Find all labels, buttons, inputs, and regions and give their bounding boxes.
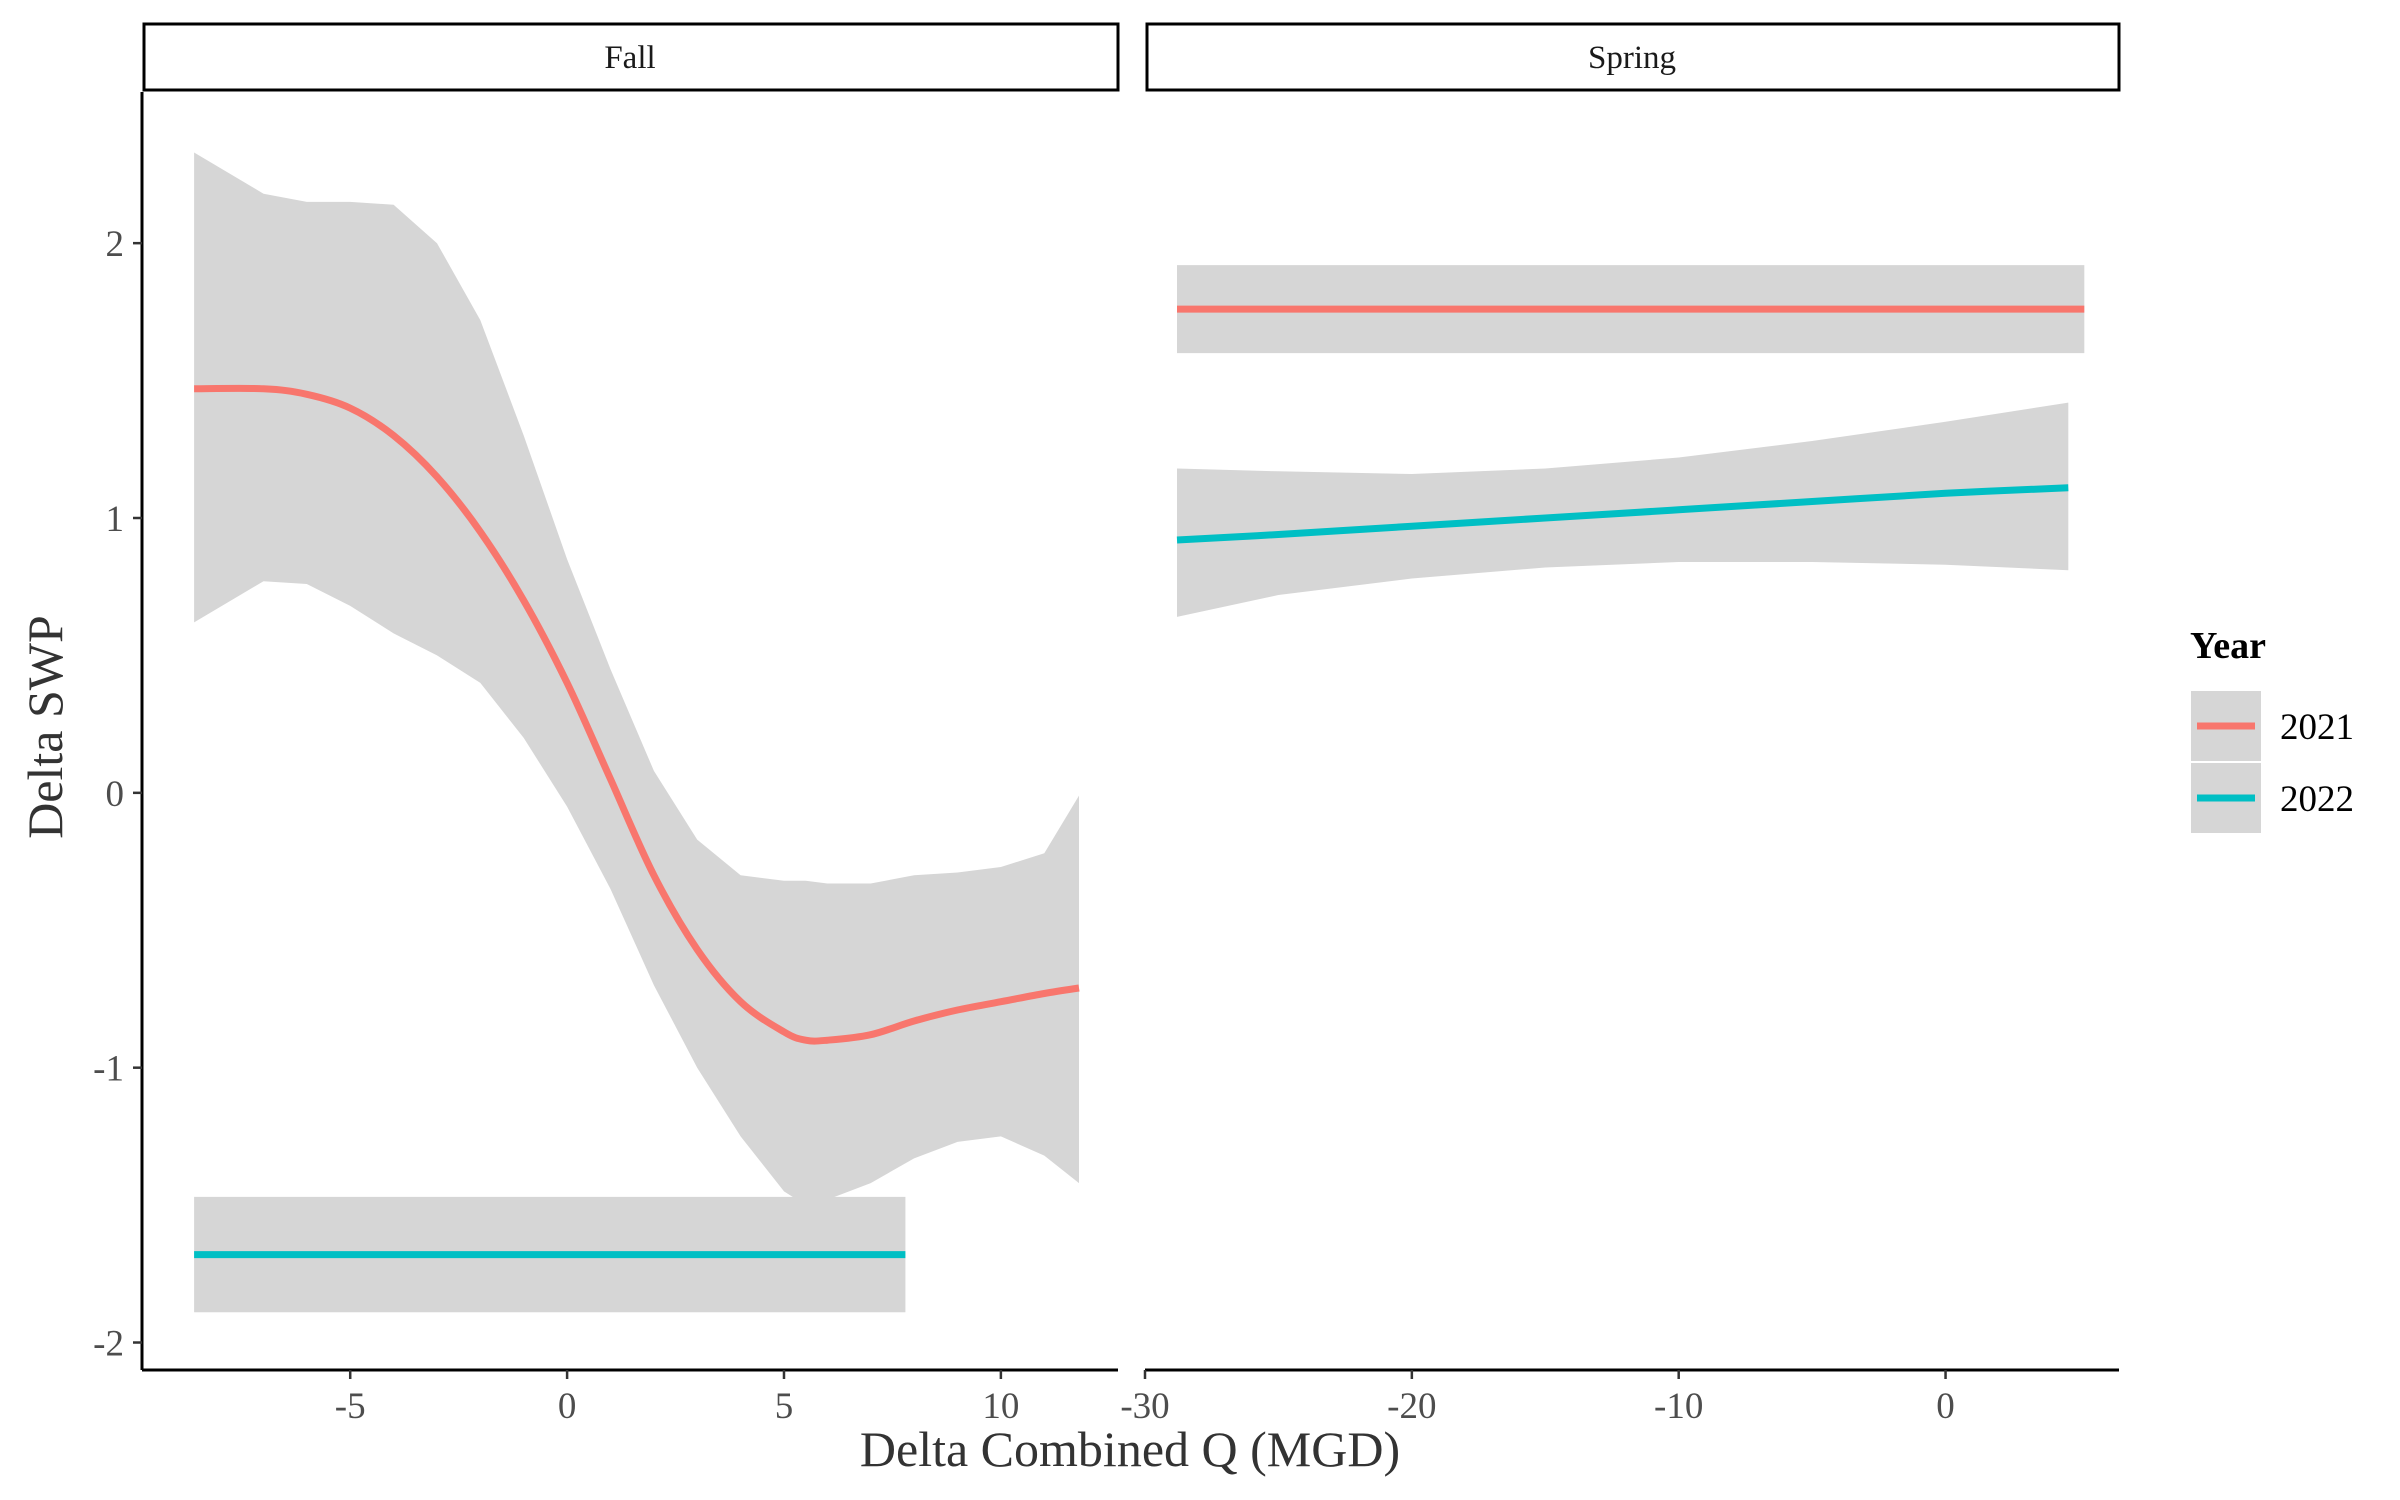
x-tick-label-fall: 0 bbox=[558, 1386, 577, 1427]
strip-label-fall: Fall bbox=[604, 40, 655, 76]
strip-fall bbox=[142, 22, 1120, 92]
strip-spring bbox=[1145, 22, 2121, 92]
strip-label-spring: Spring bbox=[1588, 40, 1676, 76]
y-tick-label: -2 bbox=[93, 1324, 124, 1365]
y-tick-label: -1 bbox=[93, 1049, 124, 1090]
panel-fall: Fall -2 -1 0 1 2 -5 0 5 10 bbox=[93, 22, 1120, 1427]
x-tick-label-spring: -10 bbox=[1654, 1386, 1703, 1427]
y-axis-title: Delta SWP bbox=[17, 615, 73, 839]
legend: Year 2021 2022 bbox=[2189, 625, 2354, 835]
legend-label-2022: 2022 bbox=[2280, 779, 2354, 820]
series-line-fall-2021 bbox=[194, 384, 1080, 1045]
legend-label-2021: 2021 bbox=[2280, 707, 2354, 748]
x-tick-label-spring: 0 bbox=[1936, 1386, 1955, 1427]
confidence-band-fall-2021 bbox=[194, 152, 1080, 1206]
y-tick-label: 2 bbox=[106, 224, 125, 265]
y-tick-label: 1 bbox=[106, 499, 125, 540]
legend-title: Year bbox=[2190, 625, 2266, 667]
panel-spring: Spring -30 -20 -10 0 bbox=[1120, 22, 2121, 1427]
x-axis-title: Delta Combined Q (MGD) bbox=[860, 1421, 1400, 1477]
x-tick-label-spring: -20 bbox=[1387, 1386, 1436, 1427]
x-tick-label-fall: 5 bbox=[775, 1386, 794, 1427]
series-line-spring-2022 bbox=[1176, 484, 2069, 544]
y-tick-label: 0 bbox=[106, 774, 125, 815]
x-tick-label-spring: -30 bbox=[1120, 1386, 1169, 1427]
x-tick-label-fall: -5 bbox=[335, 1386, 366, 1427]
x-tick-label-fall: 10 bbox=[982, 1386, 1019, 1427]
